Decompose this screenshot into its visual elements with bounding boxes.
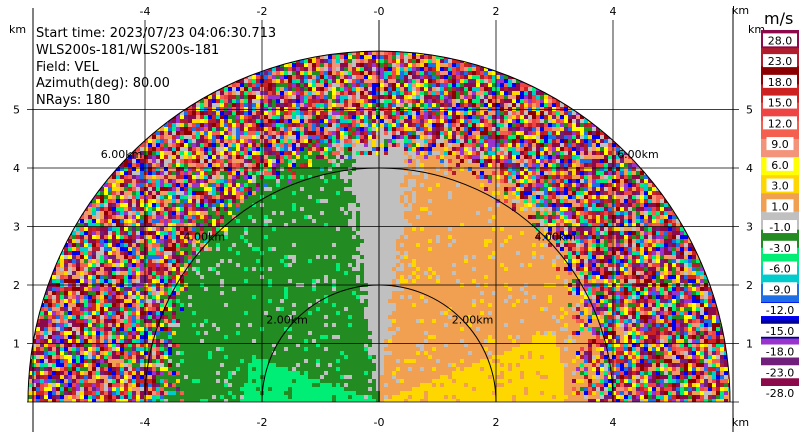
axis-ticks: -4 -4 -2 -2 -0 -0 2 2 4 4 1 1 2 2 3 3 4 4 5 5 km km km km <box>9 4 765 429</box>
y-tick-label: 3 <box>746 221 753 234</box>
colorbar-label: -18.0 <box>766 346 794 359</box>
colorbar-label: 28.0 <box>768 34 793 47</box>
colorbar-label: -6.0 <box>769 263 790 276</box>
colorbar-label: -3.0 <box>769 242 790 255</box>
range-ring-label: 2.00km <box>266 313 308 326</box>
y-tick-label: 2 <box>13 279 20 292</box>
y-tick-label: 4 <box>746 162 753 175</box>
colorbar-label: 6.0 <box>771 159 789 172</box>
x-tick-label: -2 <box>257 416 268 429</box>
range-ring <box>27 50 731 403</box>
range-ring-label: 6.00km <box>617 148 659 161</box>
colorbar-unit: m/s <box>764 9 794 28</box>
colorbar-label: 3.0 <box>771 180 789 193</box>
y-tick-label: 5 <box>13 104 20 117</box>
nrays-text: NRays: 180 <box>36 93 111 109</box>
x-tick-label: 4 <box>610 416 617 429</box>
x-tick-label: 2 <box>493 416 500 429</box>
colorbar: 28.0 23.0 18.0 15.0 12.0 9.0 6.0 3.0 1.0 -1.0 -3.0… <box>759 30 800 400</box>
y-tick-label: 2 <box>746 279 753 292</box>
colorbar-label: 18.0 <box>768 76 793 89</box>
azimuth-text: Azimuth(deg): 80.00 <box>36 76 170 92</box>
instrument-text: WLS200s-181/WLS200s-181 <box>36 42 220 58</box>
x-tick-label: -0 <box>374 416 385 429</box>
field-text: Field: VEL <box>36 59 99 75</box>
info-box: Start time: 2023/07/23 04:06:30.713 WLS2… <box>36 26 276 110</box>
y-tick-label: 1 <box>13 338 20 351</box>
colorbar-label: -12.0 <box>766 304 794 317</box>
x-unit-label: km <box>732 416 749 429</box>
y-tick-label: 3 <box>13 221 20 234</box>
x-tick-label: -4 <box>140 5 151 18</box>
colorbar-label: 12.0 <box>768 117 793 130</box>
colorbar-label: 15.0 <box>768 97 793 110</box>
y-tick-label: 4 <box>13 162 20 175</box>
range-ring-label: 2.00km <box>452 313 494 326</box>
y-unit-label: km <box>9 23 26 36</box>
x-tick-label: 4 <box>610 5 617 18</box>
colorbar-label: -1.0 <box>769 221 790 234</box>
colorbar-label: -9.0 <box>769 283 790 296</box>
x-tick-label: -0 <box>374 5 385 18</box>
colorbar-label: -28.0 <box>766 387 794 400</box>
colorbar-label: 9.0 <box>771 138 789 151</box>
colorbar-label: -15.0 <box>766 325 794 338</box>
y-tick-label: 5 <box>746 104 753 117</box>
start-time-text: Start time: 2023/07/23 04:06:30.713 <box>36 26 277 41</box>
colorbar-label: 1.0 <box>771 200 789 213</box>
range-ring-label: 6.00km <box>101 148 143 161</box>
x-unit-label: km <box>732 4 749 17</box>
range-ring-label: 4.00km <box>184 231 226 244</box>
y-tick-label: 1 <box>746 338 753 351</box>
y-unit-label: km <box>748 23 765 36</box>
x-tick-label: -2 <box>257 5 268 18</box>
colorbar-label: 23.0 <box>768 55 793 68</box>
x-tick-label: -4 <box>140 416 151 429</box>
colorbar-label: -23.0 <box>766 366 794 379</box>
range-ring <box>144 167 614 403</box>
range-rings: 2.00km 2.00km 4.00km 4.00km 6.00km 6.00km <box>27 50 731 403</box>
range-ring-label: 4.00km <box>534 231 576 244</box>
grid-lines <box>27 8 739 432</box>
x-tick-label: 2 <box>493 5 500 18</box>
range-ring <box>261 284 497 403</box>
